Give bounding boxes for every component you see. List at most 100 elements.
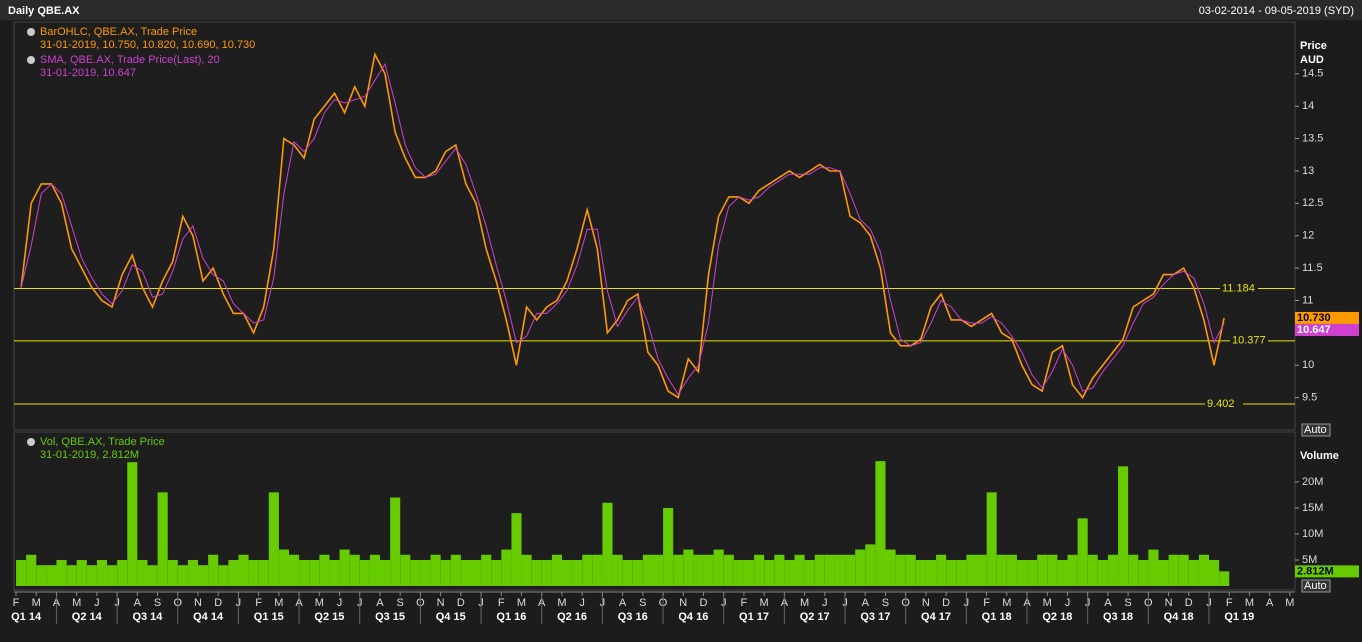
- y-tick-label: 10: [1302, 359, 1314, 371]
- volume-bar: [1097, 559, 1108, 586]
- volume-bar: [1027, 559, 1038, 586]
- volume-bar: [561, 559, 573, 586]
- quarter-label: Q1 18: [982, 611, 1012, 623]
- volume-bar: [733, 559, 744, 586]
- volume-bar: [339, 549, 350, 586]
- x-tick-label: M: [1285, 597, 1294, 609]
- quarter-label: Q2 17: [800, 611, 830, 623]
- quarter-label: Q2 15: [314, 611, 344, 623]
- volume-bar: [683, 549, 694, 586]
- volume-bar: [956, 559, 967, 586]
- volume-bar: [834, 554, 846, 586]
- volume-bar: [915, 559, 926, 586]
- x-tick-label: J: [822, 597, 828, 609]
- volume-bar: [1107, 554, 1119, 586]
- volume-bar: [754, 554, 765, 586]
- volume-bar: [804, 559, 815, 586]
- date-range: 03-02-2014 - 09-05-2019 (SYD): [1199, 5, 1354, 17]
- volume-bar: [187, 559, 199, 586]
- volume-bar: [925, 559, 937, 586]
- volume-bar: [946, 559, 957, 586]
- quarter-label: Q1 19: [1224, 611, 1254, 623]
- y-tick-label: 14: [1302, 100, 1314, 112]
- quarter-label: Q3 18: [1103, 611, 1133, 623]
- quarter-label: Q1 16: [496, 611, 526, 623]
- volume-bar: [1209, 559, 1220, 586]
- x-tick-label: D: [1185, 597, 1193, 609]
- volume-bar: [875, 461, 886, 586]
- volume-bar: [541, 559, 552, 586]
- x-tick-label: N: [1165, 597, 1173, 609]
- title: Daily QBE.AX: [8, 5, 80, 17]
- volume-bar: [521, 554, 532, 586]
- last-value-badge: [1295, 565, 1359, 578]
- volume-bar: [1158, 559, 1169, 586]
- volume-bar: [400, 554, 411, 586]
- legend-name: Vol, QBE.AX, Trade Price: [40, 436, 165, 448]
- y-tick-label: 13: [1302, 165, 1314, 177]
- volume-bar: [1077, 518, 1088, 586]
- x-tick-label: M: [1245, 597, 1254, 609]
- volume-bar: [329, 559, 340, 586]
- volume-bar: [996, 554, 1007, 586]
- volume-bar: [986, 492, 997, 586]
- legend-info: 31-01-2019, 10.750, 10.820, 10.690, 10.7…: [40, 39, 255, 51]
- volume-bar: [26, 554, 37, 586]
- volume-bar: [76, 559, 87, 586]
- volume-bar: [56, 559, 67, 586]
- x-tick-label: D: [457, 597, 465, 609]
- volume-bar: [582, 554, 593, 586]
- axis-title: AUD: [1300, 54, 1324, 66]
- x-tick-label: F: [741, 597, 748, 609]
- volume-bar: [380, 559, 391, 586]
- sma-line: [20, 62, 1225, 396]
- level-label-bg: [1230, 334, 1268, 347]
- quarter-label: Q1 14: [11, 611, 42, 623]
- x-tick-label: N: [679, 597, 687, 609]
- y-tick-label: 20M: [1302, 476, 1323, 488]
- volume-bar: [157, 492, 168, 586]
- volume-bar: [743, 559, 755, 586]
- volume-bar: [278, 549, 290, 586]
- volume-bar: [1047, 554, 1058, 586]
- price-line: [20, 52, 1225, 400]
- y-tick-label: 11.5: [1302, 262, 1323, 274]
- x-tick-label: S: [154, 597, 161, 609]
- volume-bar: [501, 549, 512, 586]
- axis-title: Price: [1300, 40, 1327, 52]
- quarter-label: Q3 14: [132, 611, 163, 623]
- x-tick-label: A: [619, 597, 627, 609]
- volume-bar: [1219, 571, 1230, 586]
- x-tick-label: J: [94, 597, 100, 609]
- x-tick-label: S: [639, 597, 646, 609]
- volume-bar: [1067, 554, 1078, 586]
- volume-bar: [885, 549, 896, 586]
- volume-bar: [359, 559, 370, 586]
- volume-bar: [127, 462, 138, 586]
- legend-info: 31-01-2019, 10.647: [40, 67, 136, 79]
- volume-bar: [289, 554, 300, 586]
- volume-bar: [198, 565, 209, 586]
- volume-bar: [167, 559, 178, 586]
- volume-bar: [723, 554, 734, 586]
- volume-bar: [248, 559, 259, 586]
- x-tick-label: M: [32, 597, 41, 609]
- volume-bar: [349, 554, 360, 586]
- level-label-bg: [1220, 282, 1258, 295]
- x-tick-label: F: [1226, 597, 1233, 609]
- quarter-label: Q4 17: [921, 611, 951, 623]
- quarter-label: Q1 17: [739, 611, 769, 623]
- last-value-label: 10.647: [1297, 324, 1331, 336]
- x-tick-label: J: [1065, 597, 1071, 609]
- x-tick-label: J: [579, 597, 585, 609]
- volume-bar: [642, 554, 653, 586]
- x-tick-label: F: [255, 597, 262, 609]
- volume-bar: [531, 559, 542, 586]
- quarter-label: Q4 14: [193, 611, 224, 623]
- volume-bar: [572, 559, 583, 586]
- x-tick-label: D: [214, 597, 222, 609]
- volume-bar: [228, 559, 239, 586]
- volume-bar: [1037, 554, 1048, 586]
